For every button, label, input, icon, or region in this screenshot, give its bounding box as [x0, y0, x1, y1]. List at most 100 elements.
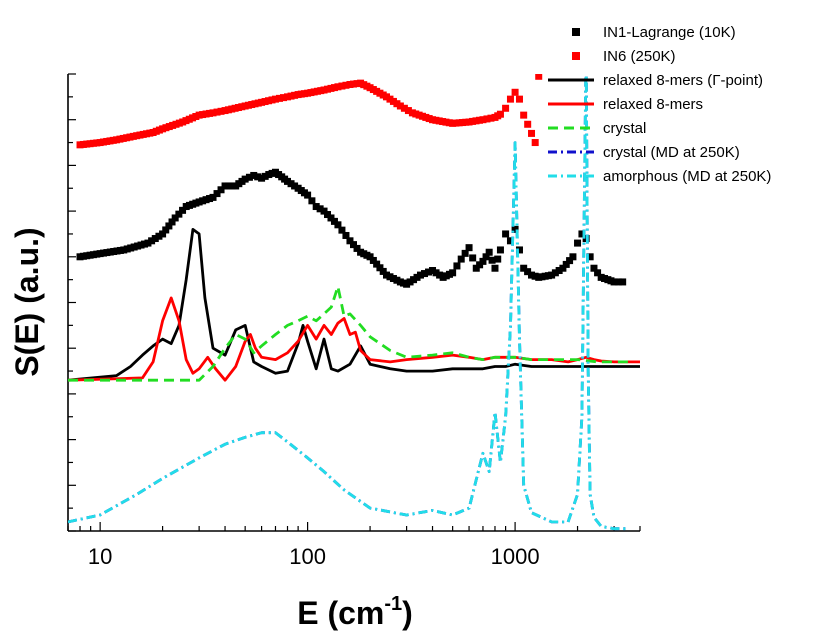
- legend-item: crystal: [548, 120, 646, 137]
- data-point: [502, 230, 510, 238]
- series-3: [68, 296, 640, 382]
- series-layer: [68, 74, 640, 531]
- data-point: [369, 256, 377, 264]
- data-point: [482, 253, 490, 261]
- data-point: [502, 104, 510, 112]
- legend-label: amorphous (MD at 250K): [603, 168, 771, 185]
- data-point: [574, 239, 582, 247]
- data-point: [334, 83, 342, 91]
- data-point: [590, 264, 598, 272]
- data-point: [316, 205, 324, 213]
- data-point: [346, 237, 354, 245]
- data-point: [400, 104, 408, 112]
- legend-marker: [572, 28, 580, 36]
- legend-label: relaxed 8-mers: [603, 96, 703, 113]
- data-point: [559, 264, 567, 272]
- data-point: [449, 269, 457, 277]
- data-point: [506, 95, 514, 103]
- data-point: [346, 81, 354, 89]
- data-point: [209, 109, 217, 117]
- series-1: [76, 74, 543, 149]
- data-point: [376, 264, 384, 272]
- legend-label: crystal (MD at 250K): [603, 144, 740, 161]
- legend-item: crystal (MD at 250K): [548, 144, 740, 161]
- data-point: [515, 246, 523, 254]
- data-point: [271, 95, 279, 103]
- data-point: [416, 271, 424, 279]
- data-point: [179, 206, 187, 214]
- data-point: [350, 241, 358, 249]
- data-point: [535, 74, 543, 80]
- data-point: [291, 91, 299, 99]
- data-point: [342, 231, 350, 239]
- data-point: [531, 139, 539, 147]
- axes: 10 100 1000: [67, 73, 641, 569]
- data-point: [366, 253, 374, 261]
- data-point: [432, 269, 440, 277]
- data-point: [159, 230, 167, 238]
- data-point: [261, 172, 269, 180]
- series-4: [68, 285, 628, 382]
- x-tick-label: 1000: [491, 544, 540, 569]
- series-line: [68, 285, 628, 382]
- data-point: [479, 116, 487, 124]
- data-point: [373, 260, 381, 268]
- data-point: [350, 80, 358, 88]
- data-point: [520, 111, 528, 119]
- data-point: [148, 237, 156, 245]
- data-point: [562, 260, 570, 268]
- data-point: [228, 182, 236, 190]
- legend-item: IN6 (250K): [572, 48, 676, 65]
- data-point: [494, 255, 502, 263]
- data-point: [151, 235, 159, 243]
- data-point: [308, 197, 316, 205]
- data-point: [491, 264, 499, 272]
- data-point: [284, 177, 292, 185]
- data-point: [217, 107, 225, 115]
- data-point: [569, 253, 577, 261]
- data-point: [379, 267, 387, 275]
- series-line: [68, 296, 640, 382]
- data-point: [457, 255, 465, 263]
- data-point: [488, 256, 496, 264]
- data-point: [168, 218, 176, 226]
- data-point: [353, 244, 361, 252]
- series-6: [68, 74, 628, 531]
- data-point: [221, 182, 229, 190]
- data-point: [578, 230, 586, 238]
- data-point: [594, 269, 602, 277]
- data-point: [334, 221, 342, 229]
- y-axis-title: S(E) (a.u.): [9, 227, 45, 376]
- data-point: [275, 94, 283, 102]
- data-point: [528, 129, 536, 137]
- legend-label: crystal: [603, 120, 646, 137]
- data-point: [342, 81, 350, 89]
- data-point: [209, 193, 217, 201]
- data-point: [254, 173, 262, 181]
- data-point: [479, 257, 487, 265]
- data-point: [566, 257, 574, 265]
- legend-label: relaxed 8-mers (Γ-point): [603, 72, 763, 89]
- data-point: [245, 173, 253, 181]
- data-point: [524, 268, 532, 276]
- data-point: [436, 271, 444, 279]
- x-tick-label: 10: [88, 544, 112, 569]
- data-point: [353, 80, 361, 88]
- data-point: [586, 253, 594, 261]
- data-point: [465, 244, 473, 252]
- data-point: [511, 225, 519, 233]
- data-point: [396, 102, 404, 110]
- data-point: [144, 239, 152, 247]
- data-point: [551, 269, 559, 277]
- legend-marker: [572, 52, 580, 60]
- data-point: [496, 110, 504, 118]
- x-axis-title: E (cm-1): [297, 593, 413, 631]
- legend-item: amorphous (MD at 250K): [548, 168, 771, 185]
- data-point: [421, 270, 429, 278]
- series-5: [68, 74, 628, 531]
- data-point: [515, 95, 523, 103]
- data-point: [453, 262, 461, 270]
- series-2: [68, 228, 640, 382]
- data-point: [483, 115, 491, 123]
